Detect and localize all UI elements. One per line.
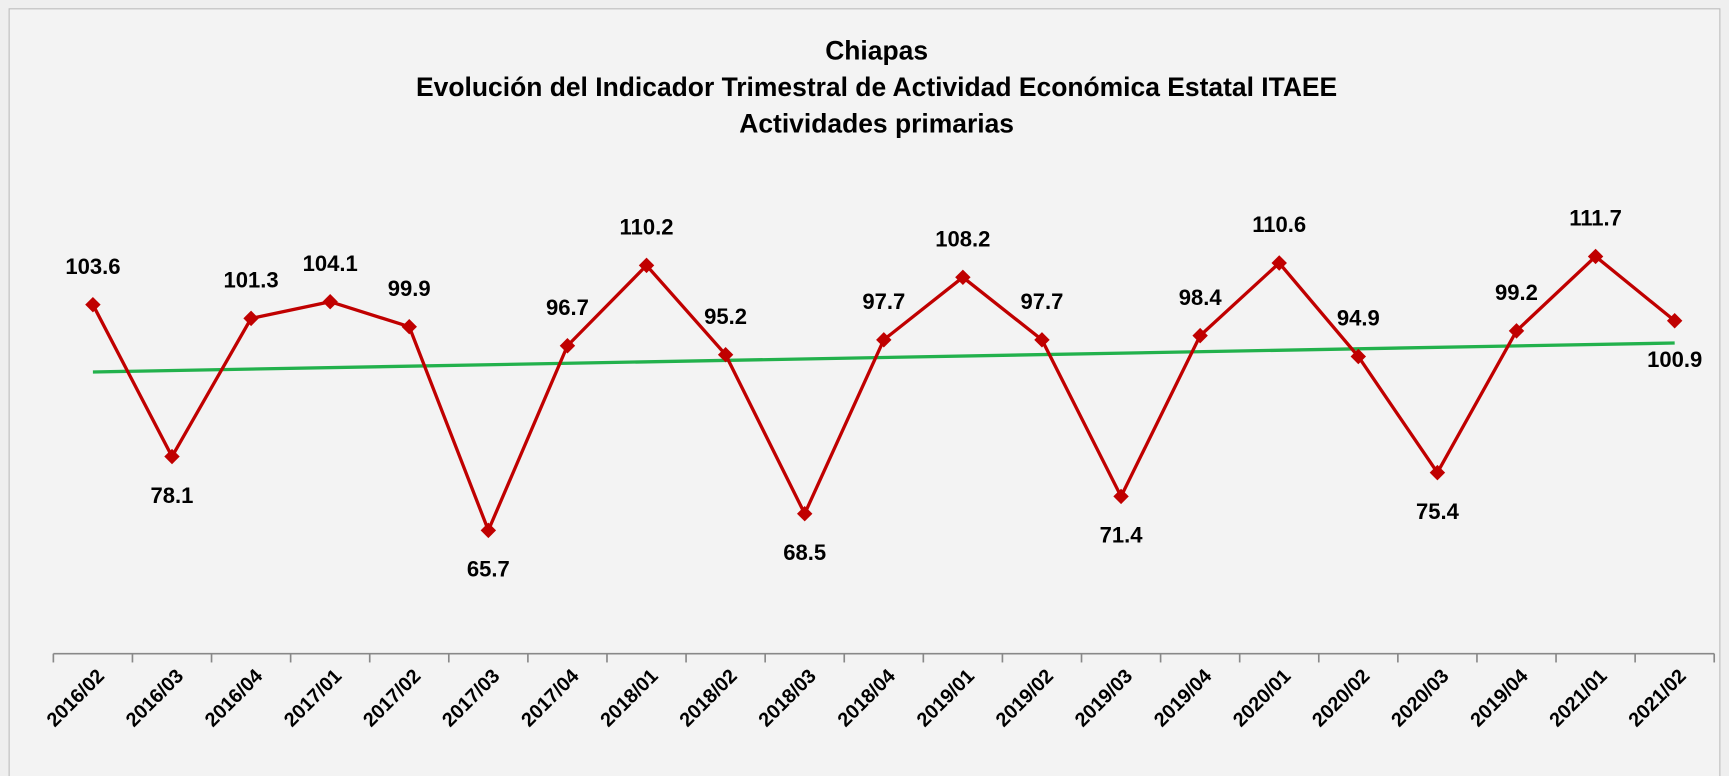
data-label: 71.4 bbox=[1100, 523, 1144, 548]
marker bbox=[796, 505, 813, 522]
data-label: 78.1 bbox=[151, 483, 194, 508]
data-label: 96.7 bbox=[546, 295, 589, 320]
data-label: 108.2 bbox=[935, 226, 990, 251]
chart-title: Chiapas bbox=[825, 36, 928, 66]
data-label: 104.1 bbox=[303, 251, 358, 276]
marker bbox=[1666, 313, 1683, 329]
data-label: 97.7 bbox=[862, 289, 905, 314]
data-label: 100.9 bbox=[1647, 347, 1702, 372]
marker bbox=[1192, 327, 1208, 344]
data-label: 94.9 bbox=[1337, 306, 1380, 331]
marker bbox=[1508, 323, 1525, 339]
data-label: 75.4 bbox=[1416, 499, 1460, 524]
chart-subtitle: Evolución del Indicador Trimestral de Ac… bbox=[416, 72, 1337, 102]
marker bbox=[638, 257, 655, 274]
data-label: 99.2 bbox=[1495, 280, 1538, 305]
data-label: 110.6 bbox=[1252, 212, 1306, 237]
data-label: 65.7 bbox=[467, 557, 510, 582]
data-label: 95.2 bbox=[704, 304, 747, 329]
data-label: 101.3 bbox=[224, 268, 279, 293]
chart-subtitle: Actividades primarias bbox=[739, 108, 1014, 138]
marker bbox=[717, 346, 734, 363]
data-label: 98.4 bbox=[1179, 285, 1223, 310]
data-label: 110.2 bbox=[620, 215, 674, 240]
marker bbox=[559, 338, 576, 354]
data-label: 111.7 bbox=[1569, 206, 1622, 231]
data-label: 97.7 bbox=[1021, 289, 1064, 314]
marker bbox=[1113, 488, 1129, 505]
data-label: 103.6 bbox=[65, 254, 120, 279]
trend-line bbox=[92, 341, 1675, 374]
marker bbox=[322, 293, 338, 310]
data-label: 99.9 bbox=[388, 276, 431, 301]
chart-area bbox=[8, 8, 1721, 776]
data-label: 68.5 bbox=[783, 540, 826, 565]
